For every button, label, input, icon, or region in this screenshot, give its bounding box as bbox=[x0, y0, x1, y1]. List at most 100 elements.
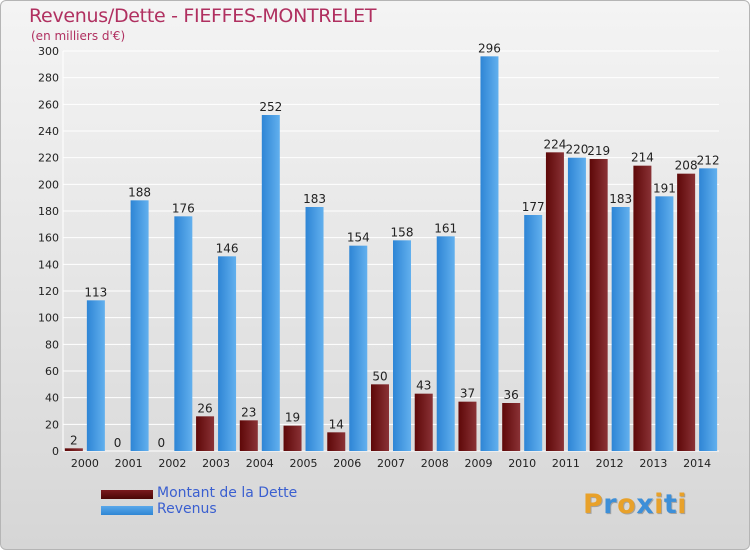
grid-lines bbox=[62, 50, 719, 452]
bar-revenus bbox=[567, 157, 586, 451]
bar-dette bbox=[502, 403, 521, 451]
bar-dette bbox=[633, 165, 652, 451]
bar-revenus bbox=[524, 215, 543, 451]
data-label: 176 bbox=[172, 201, 195, 215]
legend-swatch-dette bbox=[101, 490, 153, 499]
bar-dette bbox=[545, 152, 564, 452]
brand-logo: Proxiti bbox=[583, 489, 687, 520]
data-label: 19 bbox=[285, 411, 300, 425]
brand-logo-letter: x bbox=[636, 489, 655, 520]
data-label: 146 bbox=[216, 241, 239, 255]
x-tick-label: 2003 bbox=[202, 457, 230, 470]
bar-dette bbox=[414, 393, 433, 451]
y-tick-label: 280 bbox=[38, 72, 59, 85]
bar-revenus bbox=[349, 245, 368, 451]
bar-dette bbox=[371, 384, 389, 451]
data-label: 0 bbox=[158, 436, 166, 450]
data-label: 113 bbox=[84, 285, 107, 299]
x-tick-label: 2006 bbox=[333, 457, 361, 470]
brand-logo-letter: i bbox=[654, 489, 664, 520]
x-tick-label: 2009 bbox=[464, 457, 492, 470]
bar-revenus bbox=[86, 300, 105, 451]
x-tick-label: 2002 bbox=[158, 457, 186, 470]
data-label: 177 bbox=[522, 200, 545, 214]
data-label: 50 bbox=[372, 369, 387, 383]
bar-dette bbox=[196, 416, 215, 451]
data-label: 158 bbox=[391, 225, 414, 239]
x-tick-label: 2013 bbox=[639, 457, 667, 470]
legend-swatch-revenus bbox=[101, 506, 153, 515]
data-label: 14 bbox=[329, 417, 344, 431]
x-tick-label: 2000 bbox=[71, 457, 99, 470]
data-label: 212 bbox=[697, 153, 720, 167]
bar-dette bbox=[458, 401, 477, 451]
y-tick-label: 160 bbox=[38, 232, 59, 245]
data-label: 183 bbox=[303, 192, 326, 206]
y-tick-label: 20 bbox=[45, 418, 59, 431]
bar-revenus bbox=[218, 256, 237, 451]
bar-revenus bbox=[261, 115, 280, 451]
y-tick-label: 300 bbox=[38, 45, 59, 58]
x-tick-label: 2012 bbox=[596, 457, 624, 470]
data-label: 154 bbox=[347, 231, 370, 245]
y-tick-label: 200 bbox=[38, 178, 59, 191]
x-tick-label: 2011 bbox=[552, 457, 580, 470]
x-tick-label: 2004 bbox=[246, 457, 274, 470]
legend-label-revenus: Revenus bbox=[157, 501, 217, 517]
chart-title: Revenus/Dette - FIEFFES-MONTRELET bbox=[29, 5, 377, 27]
data-label: 37 bbox=[460, 387, 475, 401]
y-tick-label: 260 bbox=[38, 98, 59, 111]
y-tick-label: 140 bbox=[38, 258, 59, 271]
bar-dette bbox=[239, 420, 258, 451]
y-tick-label: 220 bbox=[38, 152, 59, 165]
data-label: 2 bbox=[70, 433, 78, 447]
x-tick-label: 2007 bbox=[377, 457, 405, 470]
data-label: 214 bbox=[631, 151, 654, 165]
data-label: 36 bbox=[504, 388, 519, 402]
bar-revenus bbox=[174, 216, 193, 451]
y-tick-label: 180 bbox=[38, 205, 59, 218]
bar-revenus bbox=[130, 200, 149, 451]
bar-revenus bbox=[305, 207, 324, 451]
bar-revenus bbox=[393, 240, 411, 451]
y-tick-label: 240 bbox=[38, 125, 59, 138]
legend-label-dette: Montant de la Dette bbox=[157, 485, 298, 501]
data-label: 0 bbox=[114, 436, 122, 450]
bar-dette bbox=[64, 448, 83, 451]
data-label: 161 bbox=[434, 221, 457, 235]
bar-revenus bbox=[480, 56, 499, 451]
y-axis: 0 20 40 60 80 100 120 140 160 180 200 220 240 260 280 3… bbox=[38, 45, 59, 458]
data-label: 296 bbox=[478, 41, 501, 55]
x-tick-label: 2008 bbox=[421, 457, 449, 470]
x-tick-label: 2005 bbox=[290, 457, 318, 470]
y-tick-label: 120 bbox=[38, 285, 59, 298]
bar-revenus bbox=[611, 207, 630, 451]
y-tick-label: 80 bbox=[45, 338, 59, 351]
x-tick-label: 2014 bbox=[683, 457, 711, 470]
brand-logo-letter: i bbox=[677, 489, 688, 520]
y-tick-label: 0 bbox=[52, 445, 59, 458]
data-label: 219 bbox=[587, 144, 610, 158]
bar-revenus bbox=[436, 236, 455, 451]
brand-logo-letter: t bbox=[663, 489, 678, 520]
brand-logo-letter: r bbox=[603, 489, 618, 520]
bar-dette bbox=[677, 173, 696, 451]
y-tick-label: 40 bbox=[45, 392, 59, 405]
data-label: 43 bbox=[416, 379, 431, 393]
y-tick-label: 100 bbox=[38, 312, 59, 325]
data-labels: 2 113 0 188 0 176 26 146 23 252 19 183 14 154 50 158 43 1… bbox=[70, 41, 720, 450]
data-label: 188 bbox=[128, 185, 151, 199]
bar-dette bbox=[589, 159, 608, 451]
data-label: 252 bbox=[259, 100, 282, 114]
data-label: 220 bbox=[565, 143, 588, 157]
chart-subtitle: (en milliers d'€) bbox=[31, 29, 126, 43]
x-axis: 2000 2001 2002 2003 2004 2005 2006 2007 2008 2009… bbox=[71, 457, 711, 470]
x-tick-label: 2010 bbox=[508, 457, 536, 470]
data-label: 224 bbox=[543, 137, 566, 151]
bars bbox=[64, 56, 718, 452]
brand-logo-letter: o bbox=[617, 489, 637, 520]
bar-revenus bbox=[699, 168, 718, 452]
bar-revenus bbox=[655, 196, 674, 451]
